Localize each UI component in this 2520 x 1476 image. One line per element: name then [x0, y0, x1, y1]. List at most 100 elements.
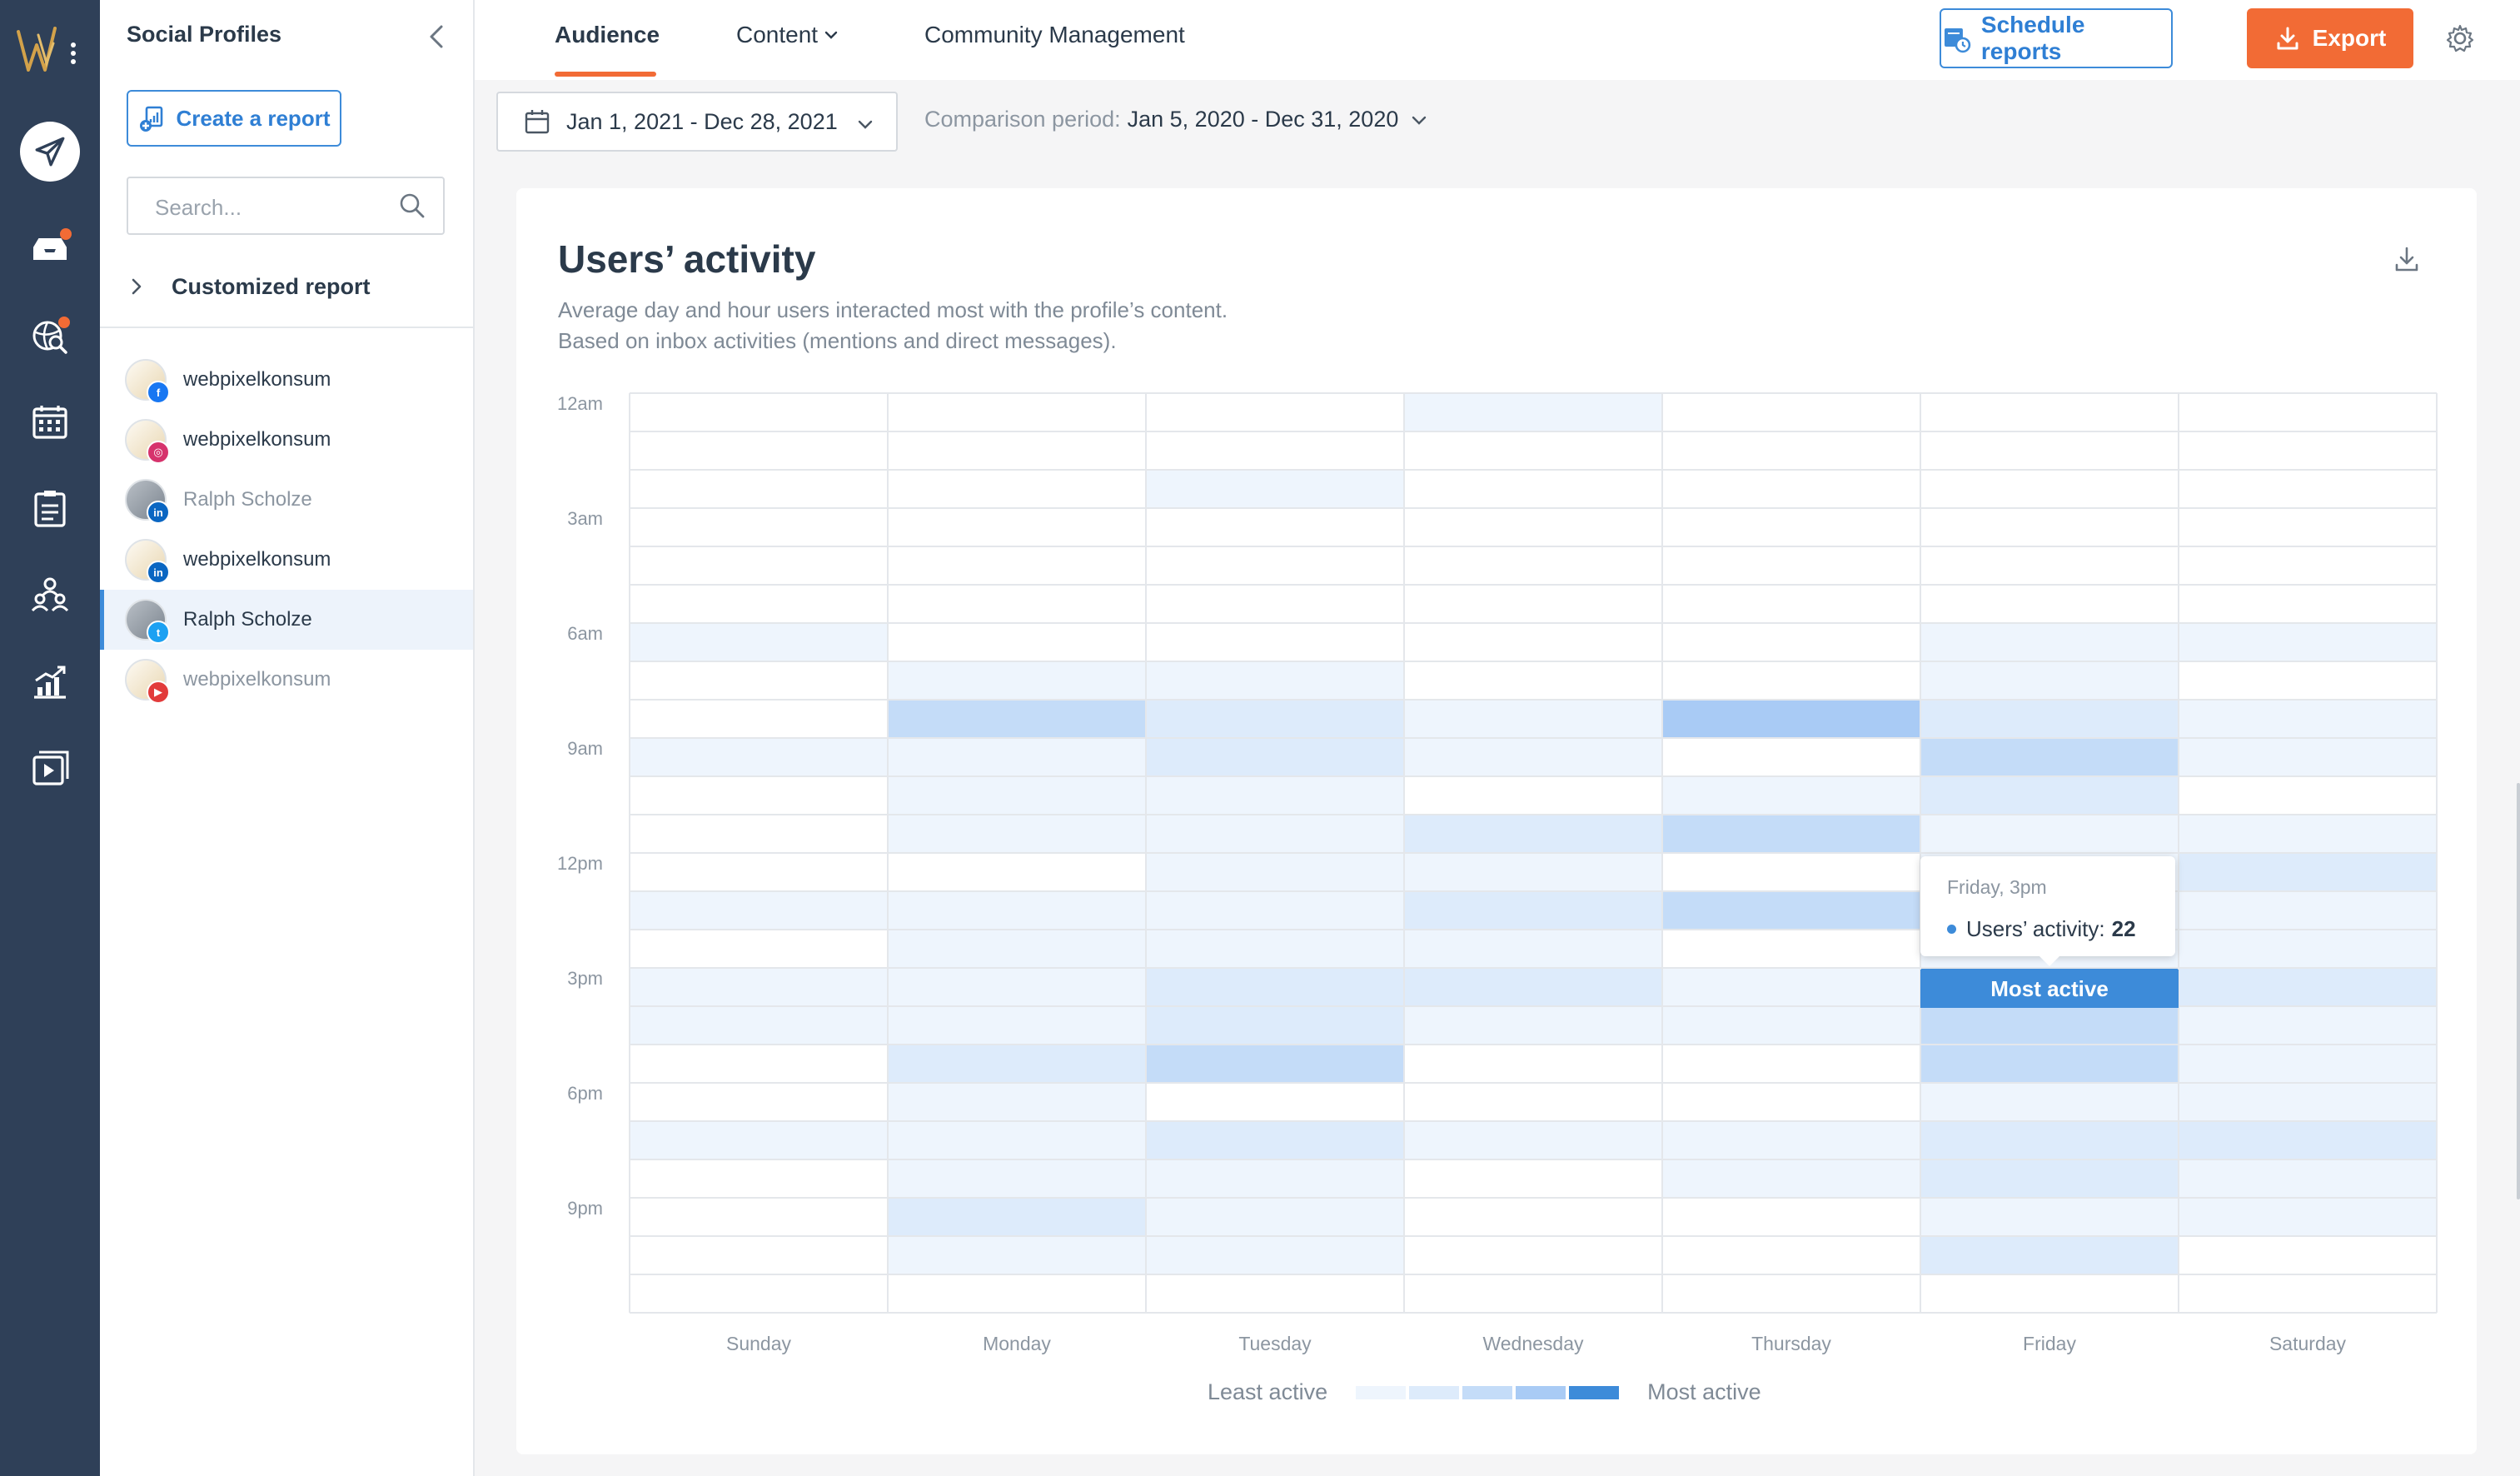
media-library-icon[interactable]	[20, 738, 80, 798]
heatmap-cell[interactable]	[888, 930, 1146, 968]
profile-item[interactable]: in Ralph Scholze	[100, 470, 473, 530]
collapse-panel-icon[interactable]	[423, 22, 450, 52]
heatmap-cell[interactable]	[1662, 1083, 1920, 1121]
heatmap-cell[interactable]	[1146, 1006, 1404, 1045]
heatmap-cell[interactable]	[888, 470, 1146, 508]
heatmap-cell[interactable]	[888, 585, 1146, 623]
heatmap-cell[interactable]	[630, 661, 888, 700]
heatmap-cell[interactable]	[1920, 508, 2179, 546]
heatmap-cell[interactable]	[1920, 1045, 2179, 1083]
heatmap-cell[interactable]	[888, 623, 1146, 661]
heatmap-cell[interactable]	[1146, 1045, 1404, 1083]
heatmap-cell[interactable]	[1146, 853, 1404, 891]
heatmap-cell[interactable]	[1920, 1159, 2179, 1198]
heatmap-cell[interactable]	[888, 1006, 1146, 1045]
heatmap-cell[interactable]	[888, 431, 1146, 470]
heatmap-cell[interactable]	[2179, 815, 2437, 853]
profile-item[interactable]: f webpixelkonsum	[100, 350, 473, 410]
heatmap-cell[interactable]	[630, 623, 888, 661]
heatmap-cell[interactable]	[1146, 661, 1404, 700]
heatmap-cell[interactable]	[630, 776, 888, 815]
heatmap-cell[interactable]	[2179, 623, 2437, 661]
heatmap-cell[interactable]	[2179, 470, 2437, 508]
heatmap-cell[interactable]	[888, 891, 1146, 930]
date-range-picker[interactable]: Jan 1, 2021 - Dec 28, 2021	[496, 92, 898, 152]
heatmap-cell[interactable]	[630, 431, 888, 470]
heatmap-cell[interactable]	[1662, 393, 1920, 431]
heatmap-cell[interactable]	[630, 968, 888, 1006]
heatmap-cell[interactable]	[1146, 393, 1404, 431]
heatmap-cell[interactable]	[1920, 1198, 2179, 1236]
heatmap-cell[interactable]	[1662, 1121, 1920, 1159]
search-input[interactable]	[153, 190, 390, 225]
heatmap-cell[interactable]	[2179, 546, 2437, 585]
heatmap-cell[interactable]	[630, 508, 888, 546]
heatmap-cell[interactable]	[1404, 470, 1662, 508]
heatmap-cell[interactable]	[630, 815, 888, 853]
heatmap-cell[interactable]	[1404, 700, 1662, 738]
heatmap-cell[interactable]	[888, 968, 1146, 1006]
heatmap-cell[interactable]	[1662, 1006, 1920, 1045]
heatmap-cell[interactable]	[1404, 853, 1662, 891]
heatmap-cell[interactable]	[630, 891, 888, 930]
heatmap-cell[interactable]	[2179, 393, 2437, 431]
heatmap-cell[interactable]	[888, 661, 1146, 700]
heatmap-cell[interactable]	[1662, 1198, 1920, 1236]
heatmap-cell[interactable]	[1662, 776, 1920, 815]
heatmap-cell[interactable]	[1404, 1083, 1662, 1121]
heatmap-cell[interactable]	[1662, 546, 1920, 585]
profile-item[interactable]: t Ralph Scholze	[100, 590, 473, 650]
heatmap-cell[interactable]	[888, 546, 1146, 585]
page-scrollbar[interactable]	[2517, 783, 2520, 1199]
heatmap-cell[interactable]	[1404, 891, 1662, 930]
heatmap-cell[interactable]	[1662, 623, 1920, 661]
heatmap-cell[interactable]	[1146, 930, 1404, 968]
heatmap-cell[interactable]	[1920, 546, 2179, 585]
heatmap-cell[interactable]	[1146, 585, 1404, 623]
heatmap-cell[interactable]	[1920, 1236, 2179, 1274]
heatmap-cell[interactable]	[630, 1236, 888, 1274]
gear-icon[interactable]	[2443, 22, 2477, 55]
heatmap-cell[interactable]	[630, 1006, 888, 1045]
brand-logo[interactable]	[15, 20, 82, 83]
heatmap-cell[interactable]	[888, 1045, 1146, 1083]
heatmap-cell[interactable]	[1662, 1274, 1920, 1313]
heatmap-cell[interactable]	[1920, 1006, 2179, 1045]
heatmap-cell[interactable]	[630, 1274, 888, 1313]
heatmap-cell[interactable]	[1662, 470, 1920, 508]
heatmap-cell[interactable]	[1662, 508, 1920, 546]
heatmap-cell[interactable]	[1146, 738, 1404, 776]
heatmap-cell[interactable]	[1662, 700, 1920, 738]
listening-icon[interactable]	[20, 305, 80, 365]
heatmap-cell[interactable]	[888, 1198, 1146, 1236]
most-active-highlight[interactable]: Most active	[1920, 970, 2179, 1008]
heatmap-cell[interactable]	[2179, 508, 2437, 546]
heatmap-cell[interactable]	[1404, 431, 1662, 470]
tab-content[interactable]: Content	[736, 22, 839, 48]
heatmap-cell[interactable]	[1920, 470, 2179, 508]
heatmap-cell[interactable]	[1662, 738, 1920, 776]
publish-icon[interactable]	[20, 122, 80, 182]
heatmap-cell[interactable]	[2179, 930, 2437, 968]
heatmap-cell[interactable]	[1920, 776, 2179, 815]
heatmap-cell[interactable]	[1920, 815, 2179, 853]
heatmap-cell[interactable]	[1404, 930, 1662, 968]
heatmap-cell[interactable]	[888, 1274, 1146, 1313]
team-icon[interactable]	[20, 565, 80, 625]
heatmap-cell[interactable]	[1920, 661, 2179, 700]
heatmap-cell[interactable]	[1662, 661, 1920, 700]
heatmap-cell[interactable]	[1404, 508, 1662, 546]
heatmap-cell[interactable]	[2179, 431, 2437, 470]
heatmap-cell[interactable]	[1662, 585, 1920, 623]
heatmap-cell[interactable]	[1404, 968, 1662, 1006]
search-icon[interactable]	[398, 192, 426, 220]
heatmap-cell[interactable]	[2179, 1045, 2437, 1083]
heatmap-cell[interactable]	[1662, 891, 1920, 930]
heatmap-cell[interactable]	[1662, 815, 1920, 853]
heatmap-cell[interactable]	[1920, 1083, 2179, 1121]
profile-item[interactable]: in webpixelkonsum	[100, 530, 473, 590]
customized-report-toggle[interactable]: Customized report	[127, 267, 371, 307]
heatmap-cell[interactable]	[630, 546, 888, 585]
heatmap-cell[interactable]	[630, 1121, 888, 1159]
heatmap-cell[interactable]	[1146, 776, 1404, 815]
